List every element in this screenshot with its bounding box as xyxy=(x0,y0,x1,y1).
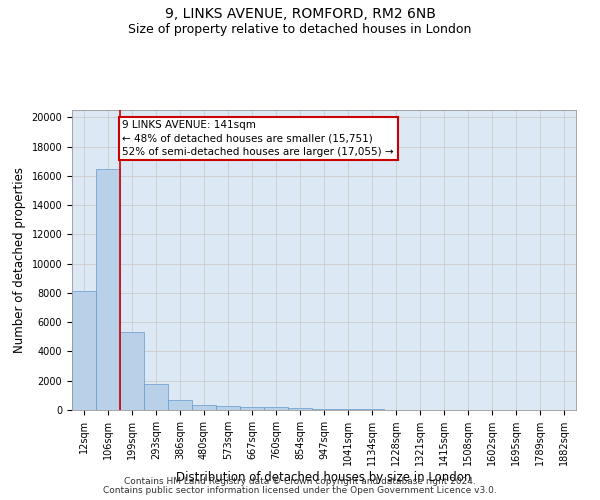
X-axis label: Distribution of detached houses by size in London: Distribution of detached houses by size … xyxy=(176,471,472,484)
Bar xyxy=(192,405,216,410)
Bar xyxy=(312,409,336,410)
Bar xyxy=(120,332,144,410)
Bar xyxy=(336,409,360,410)
Bar xyxy=(144,384,168,410)
Bar xyxy=(288,408,312,410)
Bar xyxy=(96,168,120,410)
Text: 9, LINKS AVENUE, ROMFORD, RM2 6NB: 9, LINKS AVENUE, ROMFORD, RM2 6NB xyxy=(164,8,436,22)
Bar xyxy=(168,400,192,410)
Text: 9 LINKS AVENUE: 141sqm
← 48% of detached houses are smaller (15,751)
52% of semi: 9 LINKS AVENUE: 141sqm ← 48% of detached… xyxy=(122,120,394,156)
Bar xyxy=(72,292,96,410)
Bar xyxy=(216,406,240,410)
Text: Contains public sector information licensed under the Open Government Licence v3: Contains public sector information licen… xyxy=(103,486,497,495)
Bar xyxy=(240,406,264,410)
Text: Contains HM Land Registry data © Crown copyright and database right 2024.: Contains HM Land Registry data © Crown c… xyxy=(124,477,476,486)
Text: Size of property relative to detached houses in London: Size of property relative to detached ho… xyxy=(128,22,472,36)
Y-axis label: Number of detached properties: Number of detached properties xyxy=(13,167,26,353)
Bar xyxy=(264,408,288,410)
